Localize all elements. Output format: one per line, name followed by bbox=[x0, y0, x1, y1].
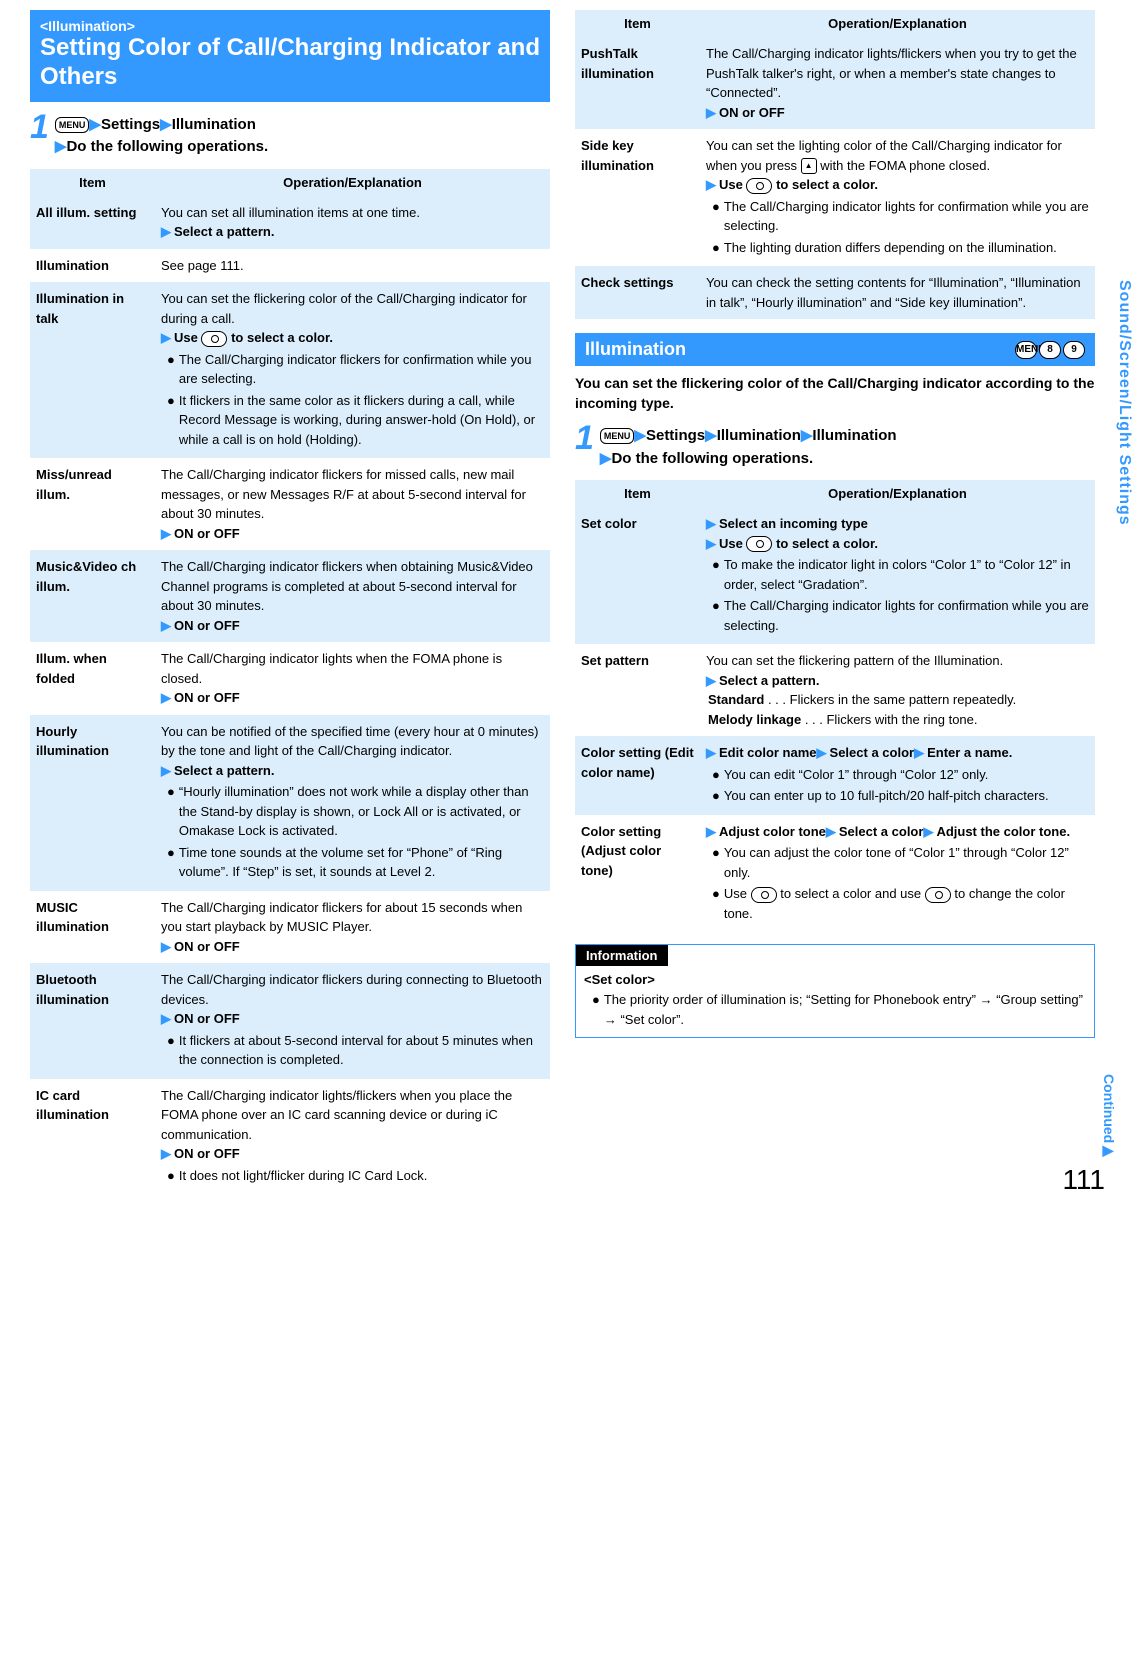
explanation-cell: The Call/Charging indicator lights when … bbox=[155, 642, 550, 715]
item-cell: All illum. setting bbox=[30, 196, 155, 249]
nav-key-icon bbox=[751, 887, 777, 903]
item-cell: Music&Video ch illum. bbox=[30, 550, 155, 642]
table-row: Music&Video ch illum.The Call/Charging i… bbox=[30, 550, 550, 642]
table-row: Illumination in talkYou can set the flic… bbox=[30, 282, 550, 458]
info-bullet: ●The priority order of illumination is; … bbox=[586, 990, 1084, 1029]
explanation-cell: ▶Edit color name▶Select a color▶Enter a … bbox=[700, 736, 1095, 815]
item-cell: Illumination bbox=[30, 249, 155, 283]
step-text: MENU▶Settings▶Illumination ▶Do the follo… bbox=[55, 114, 268, 159]
page-number: 111 bbox=[1062, 1164, 1105, 1196]
item-cell: MUSIC illumination bbox=[30, 891, 155, 964]
header-title: Setting Color of Call/Charging Indicator… bbox=[40, 34, 540, 92]
explanation-cell: The Call/Charging indicator flickers for… bbox=[155, 891, 550, 964]
explanation-cell: The Call/Charging indicator lights/flick… bbox=[700, 37, 1095, 129]
explanation-cell: ▶Select an incoming type▶Use to select a… bbox=[700, 507, 1095, 644]
explanation-cell: You can set the lighting color of the Ca… bbox=[700, 129, 1095, 266]
section-header: <Illumination> Setting Color of Call/Cha… bbox=[30, 10, 550, 102]
nav-key-icon bbox=[746, 536, 772, 552]
explanation-cell: See page 111. bbox=[155, 249, 550, 283]
table-row: PushTalk illuminationThe Call/Charging i… bbox=[575, 37, 1095, 129]
item-cell: Color setting (Edit color name) bbox=[575, 736, 700, 815]
th-item: Item bbox=[30, 169, 155, 196]
item-cell: Color setting (Adjust color tone) bbox=[575, 815, 700, 933]
step-1: 1 MENU▶Settings▶Illumination ▶Do the fol… bbox=[30, 110, 550, 159]
table-row: Check settingsYou can check the setting … bbox=[575, 266, 1095, 319]
menu-key-icon: MENU bbox=[600, 428, 635, 444]
left-settings-table: ItemOperation/Explanation All illum. set… bbox=[30, 169, 550, 1195]
explanation-cell: You can check the setting contents for “… bbox=[700, 266, 1095, 319]
step-text: MENU▶Settings▶Illumination▶Illumination … bbox=[600, 425, 897, 470]
step-2: 1 MENU▶Settings▶Illumination▶Illuminatio… bbox=[575, 421, 1095, 470]
item-cell: Illum. when folded bbox=[30, 642, 155, 715]
table-row: Hourly illuminationYou can be notified o… bbox=[30, 715, 550, 891]
item-cell: Set pattern bbox=[575, 644, 700, 736]
table-row: Set color▶Select an incoming type▶Use to… bbox=[575, 507, 1095, 644]
item-cell: IC card illumination bbox=[30, 1079, 155, 1195]
th-op: Operation/Explanation bbox=[155, 169, 550, 196]
illumination-band: Illumination MENU 8 9 bbox=[575, 333, 1095, 366]
continued-indicator: Continued bbox=[1101, 1074, 1117, 1159]
step-number: 1 bbox=[30, 110, 49, 159]
th-item: Item bbox=[575, 10, 700, 37]
table-row: All illum. settingYou can set all illumi… bbox=[30, 196, 550, 249]
menu-key-icon: MENU bbox=[55, 117, 90, 133]
nav-key-icon bbox=[746, 178, 772, 194]
illumination-title: Illumination bbox=[585, 339, 686, 360]
information-box: Information <Set color> ●The priority or… bbox=[575, 944, 1095, 1038]
info-subhead: <Set color> bbox=[584, 972, 1086, 987]
item-cell: Side key illumination bbox=[575, 129, 700, 266]
table-row: Illum. when foldedThe Call/Charging indi… bbox=[30, 642, 550, 715]
nav-key-icon bbox=[201, 331, 227, 347]
up-key-icon bbox=[801, 158, 817, 174]
explanation-cell: You can be notified of the specified tim… bbox=[155, 715, 550, 891]
item-cell: PushTalk illumination bbox=[575, 37, 700, 129]
right-bottom-table: ItemOperation/Explanation Set color▶Sele… bbox=[575, 480, 1095, 932]
num-key-9-icon: 9 bbox=[1063, 341, 1085, 359]
item-cell: Miss/unread illum. bbox=[30, 458, 155, 550]
th-item: Item bbox=[575, 480, 700, 507]
table-row: IlluminationSee page 111. bbox=[30, 249, 550, 283]
table-row: Set patternYou can set the flickering pa… bbox=[575, 644, 1095, 736]
explanation-cell: The Call/Charging indicator lights/flick… bbox=[155, 1079, 550, 1195]
item-cell: Illumination in talk bbox=[30, 282, 155, 458]
explanation-cell: You can set all illumination items at on… bbox=[155, 196, 550, 249]
table-row: Miss/unread illum.The Call/Charging indi… bbox=[30, 458, 550, 550]
menu-key-icon: MENU bbox=[1015, 341, 1037, 359]
explanation-cell: The Call/Charging indicator flickers whe… bbox=[155, 550, 550, 642]
table-row: Color setting (Edit color name)▶Edit col… bbox=[575, 736, 1095, 815]
step-number: 1 bbox=[575, 421, 594, 470]
information-label: Information bbox=[576, 945, 668, 966]
side-tab: Sound/Screen/Light Settings bbox=[1115, 280, 1133, 526]
table-row: Side key illuminationYou can set the lig… bbox=[575, 129, 1095, 266]
num-key-8-icon: 8 bbox=[1039, 341, 1061, 359]
explanation-cell: You can set the flickering color of the … bbox=[155, 282, 550, 458]
item-cell: Check settings bbox=[575, 266, 700, 319]
table-row: Color setting (Adjust color tone)▶Adjust… bbox=[575, 815, 1095, 933]
table-row: IC card illuminationThe Call/Charging in… bbox=[30, 1079, 550, 1195]
explanation-cell: You can set the flickering pattern of th… bbox=[700, 644, 1095, 736]
item-cell: Set color bbox=[575, 507, 700, 644]
table-row: MUSIC illuminationThe Call/Charging indi… bbox=[30, 891, 550, 964]
item-cell: Hourly illumination bbox=[30, 715, 155, 891]
th-op: Operation/Explanation bbox=[700, 480, 1095, 507]
table-row: Bluetooth illuminationThe Call/Charging … bbox=[30, 963, 550, 1079]
explanation-cell: The Call/Charging indicator flickers for… bbox=[155, 458, 550, 550]
explanation-cell: ▶Adjust color tone▶Select a color▶Adjust… bbox=[700, 815, 1095, 933]
th-op: Operation/Explanation bbox=[700, 10, 1095, 37]
explanation-cell: The Call/Charging indicator flickers dur… bbox=[155, 963, 550, 1079]
illumination-intro: You can set the flickering color of the … bbox=[575, 374, 1095, 413]
item-cell: Bluetooth illumination bbox=[30, 963, 155, 1079]
right-top-table: ItemOperation/Explanation PushTalk illum… bbox=[575, 10, 1095, 319]
nav-key-icon bbox=[925, 887, 951, 903]
header-tag: <Illumination> bbox=[40, 18, 540, 34]
shortcut-keys: MENU 8 9 bbox=[1015, 341, 1085, 359]
